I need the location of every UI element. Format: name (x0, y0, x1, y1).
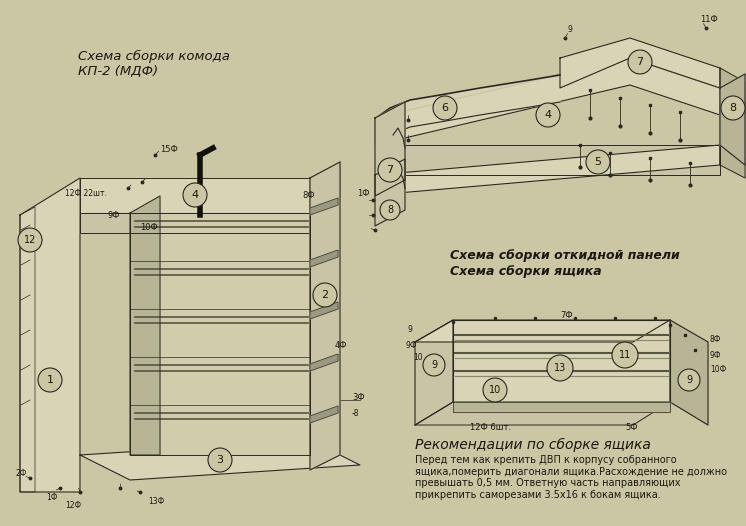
Text: Перед тем как крепить ДВП к корпусу собранного
ящика,померить диагонали ящика.Ра: Перед тем как крепить ДВП к корпусу собр… (415, 455, 727, 500)
Circle shape (586, 150, 610, 174)
Text: 3Ф: 3Ф (352, 393, 365, 402)
Polygon shape (310, 162, 340, 213)
Text: 9Ф: 9Ф (710, 350, 721, 359)
Polygon shape (310, 354, 338, 371)
Polygon shape (415, 402, 670, 425)
Polygon shape (453, 320, 670, 402)
Circle shape (380, 200, 400, 220)
Text: Схема сборки ящика: Схема сборки ящика (450, 266, 601, 278)
Text: 1: 1 (46, 375, 54, 385)
Text: 8: 8 (730, 103, 736, 113)
Text: 5: 5 (595, 157, 601, 167)
Circle shape (313, 283, 337, 307)
Circle shape (536, 103, 560, 127)
Text: 6: 6 (442, 103, 448, 113)
Text: 10Ф: 10Ф (710, 366, 727, 375)
Polygon shape (310, 406, 338, 423)
Text: 12Ф: 12Ф (65, 501, 81, 510)
Circle shape (678, 369, 700, 391)
Polygon shape (376, 75, 560, 145)
Text: 9Ф: 9Ф (405, 340, 416, 349)
Polygon shape (720, 145, 745, 178)
Text: 4: 4 (192, 190, 198, 200)
Circle shape (433, 96, 457, 120)
Text: 2Ф: 2Ф (15, 470, 26, 479)
Text: 1Ф: 1Ф (357, 188, 369, 197)
Text: 7: 7 (636, 57, 644, 67)
Polygon shape (415, 320, 670, 342)
Text: 9Ф: 9Ф (108, 210, 121, 219)
Circle shape (423, 354, 445, 376)
Circle shape (378, 158, 402, 182)
Text: 9: 9 (407, 326, 412, 335)
Polygon shape (375, 145, 720, 195)
Polygon shape (453, 402, 670, 412)
Text: 11: 11 (619, 350, 631, 360)
Text: 4Ф: 4Ф (335, 340, 348, 349)
Circle shape (18, 228, 42, 252)
Text: 12Ф 6шт.: 12Ф 6шт. (470, 423, 511, 432)
Circle shape (547, 355, 573, 381)
Text: 12Ф 22шт.: 12Ф 22шт. (65, 188, 107, 197)
Text: 12: 12 (24, 235, 37, 245)
Text: 9: 9 (431, 360, 437, 370)
Circle shape (612, 342, 638, 368)
Polygon shape (375, 145, 720, 175)
Polygon shape (130, 196, 160, 455)
Polygon shape (310, 250, 338, 267)
Text: 7: 7 (386, 165, 394, 175)
Polygon shape (130, 213, 310, 455)
Text: 1Ф: 1Ф (46, 493, 57, 502)
Circle shape (483, 378, 507, 402)
Polygon shape (375, 102, 405, 196)
Polygon shape (375, 159, 405, 226)
Polygon shape (720, 68, 745, 102)
Polygon shape (20, 178, 80, 492)
Text: 8Ф: 8Ф (710, 336, 721, 345)
Polygon shape (80, 178, 310, 213)
Text: Схема сборки откидной панели: Схема сборки откидной панели (450, 248, 680, 261)
Polygon shape (720, 88, 745, 165)
Text: 10Ф: 10Ф (140, 224, 157, 232)
Text: 15Ф: 15Ф (160, 146, 178, 155)
Circle shape (721, 96, 745, 120)
Circle shape (183, 183, 207, 207)
Text: 7Ф: 7Ф (560, 310, 573, 319)
Polygon shape (415, 320, 453, 425)
Text: 9: 9 (567, 25, 572, 35)
Polygon shape (310, 162, 340, 470)
Text: 8Ф: 8Ф (302, 191, 315, 200)
Text: 5Ф: 5Ф (625, 423, 638, 432)
Text: 2: 2 (322, 290, 328, 300)
Polygon shape (670, 320, 708, 425)
Polygon shape (560, 38, 720, 88)
Text: 4: 4 (545, 110, 551, 120)
Polygon shape (720, 74, 745, 165)
Polygon shape (20, 207, 35, 492)
Circle shape (628, 50, 652, 74)
Circle shape (208, 448, 232, 472)
Text: 13: 13 (554, 363, 566, 373)
Text: 10: 10 (489, 385, 501, 395)
Text: 13Ф: 13Ф (148, 498, 164, 507)
Polygon shape (310, 302, 338, 319)
Polygon shape (310, 198, 338, 215)
Circle shape (38, 368, 62, 392)
Polygon shape (375, 58, 720, 145)
Text: Схема сборки комода
КП-2 (МДФ): Схема сборки комода КП-2 (МДФ) (78, 50, 230, 78)
Text: Рекомендации по сборке ящика: Рекомендации по сборке ящика (415, 438, 651, 452)
Text: -8: -8 (352, 409, 360, 418)
Text: 9: 9 (686, 375, 692, 385)
Text: 3: 3 (216, 455, 224, 465)
Text: 8: 8 (387, 205, 393, 215)
Polygon shape (80, 440, 360, 480)
Text: 10: 10 (413, 353, 423, 362)
Text: 11Ф: 11Ф (700, 15, 718, 25)
Polygon shape (80, 213, 310, 233)
